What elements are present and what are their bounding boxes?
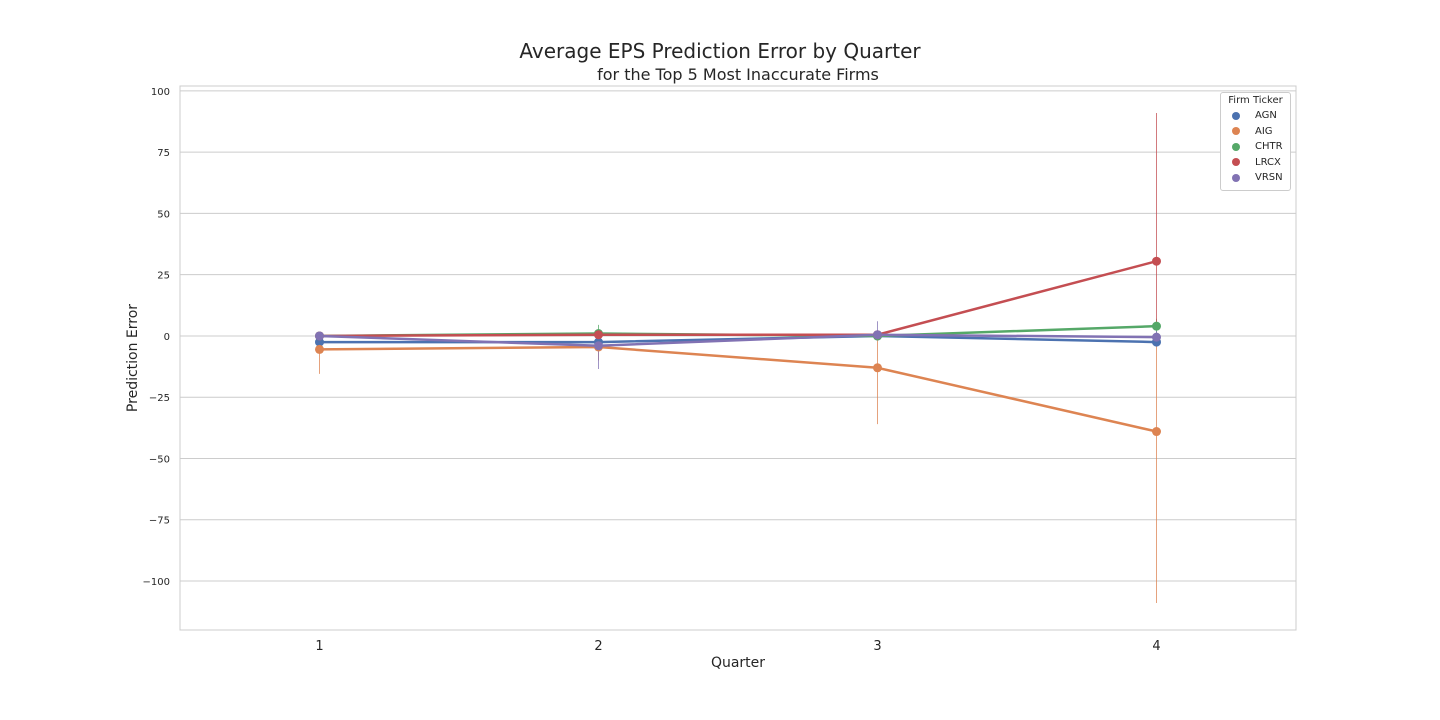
y-tick-label: 75 [157,148,170,159]
data-point-chtr [1152,321,1161,331]
series-line-vrsn [319,333,1157,347]
legend-marker [1232,173,1240,182]
data-point-lrcx [1152,256,1161,266]
chart-subtitle: for the Top 5 Most Inaccurate Firms [597,65,879,84]
data-point-vrsn [594,341,603,351]
series-lines [319,259,1157,433]
x-tick-label: 3 [873,639,881,654]
y-tick-label: −50 [149,454,170,465]
legend-marker [1232,142,1240,151]
y-tick-label: −100 [143,577,170,588]
data-point-aig [315,344,324,354]
x-tick-labels: 1 2 3 4 [315,639,1160,654]
legend-label: CHTR [1255,141,1283,153]
data-point-vrsn [1152,332,1161,342]
legend-label: VRSN [1255,172,1283,184]
legend-marker [1232,158,1240,167]
data-point-aig [873,363,882,373]
legend-item-chtr: CHTR [1221,139,1290,155]
legend-label: LRCX [1255,156,1281,168]
x-tick-label: 2 [594,639,602,654]
legend-item-aig: AIG [1221,124,1290,140]
x-tick-label: 4 [1152,639,1160,654]
legend-label: AIG [1255,125,1273,137]
plot-frame [179,85,1297,631]
legend-label: AGN [1255,110,1277,122]
y-tick-label: −25 [149,393,170,404]
legend-item-vrsn: VRSN [1221,170,1290,186]
data-point-vrsn [873,330,882,340]
chart-title: Average EPS Prediction Error by Quarter [519,39,921,63]
x-tick-label: 1 [315,639,323,654]
data-point-vrsn [315,331,324,341]
y-tick-label: 100 [151,87,170,98]
data-point-aig [1152,427,1161,437]
y-tick-label: −75 [149,516,170,527]
legend: Firm Ticker AGN AIG CHTR LRCX VRSN [1220,92,1291,191]
legend-item-agn: AGN [1221,108,1290,124]
legend-item-lrcx: LRCX [1221,155,1290,171]
y-tick-label: 25 [157,271,170,282]
series-points [315,256,1161,437]
x-axis-label: Quarter [710,655,766,671]
legend-title: Firm Ticker [1228,95,1283,106]
legend-items: AGN AIG CHTR LRCX VRSN [1221,108,1290,186]
y-tick-label: 50 [157,209,170,220]
legend-marker [1232,127,1240,136]
y-axis-label: Prediction Error [125,303,141,413]
y-tick-labels: 100 75 50 25 0 −25 −50 −75 −100 [143,87,170,588]
y-tick-label: 0 [164,332,170,343]
legend-marker [1232,111,1240,120]
series-line-lrcx [319,259,1157,338]
data-point-lrcx [594,330,603,340]
series-line-aig [319,345,1157,433]
